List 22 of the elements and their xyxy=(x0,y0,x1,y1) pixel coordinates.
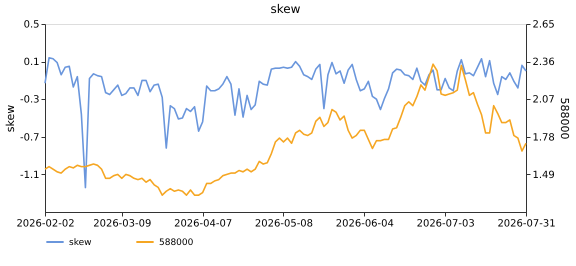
legend-label: 588000 xyxy=(159,238,194,248)
x-tick-label: 2026-06-04 xyxy=(336,218,394,230)
legend-label: skew xyxy=(69,238,92,248)
y-tick-label: -0.7 xyxy=(20,132,40,144)
y2-tick-label: 2.07 xyxy=(532,94,555,106)
x-tick-label: 2026-04-07 xyxy=(174,218,232,230)
chart-title: skew xyxy=(270,2,301,16)
y2-tick-label: 1.49 xyxy=(532,170,555,181)
x-tick-label: 2026-07-03 xyxy=(416,218,475,230)
x-tick-label: 2026-03-09 xyxy=(93,218,152,230)
y2-tick-label: 2.36 xyxy=(532,57,555,68)
y2-tick-label: 1.78 xyxy=(532,132,555,144)
y2-axis-title: 588000 xyxy=(558,98,571,140)
y-tick-label: -0.3 xyxy=(20,94,40,106)
y-tick-label: -1.1 xyxy=(20,170,40,181)
y-tick-label: 0.5 xyxy=(24,20,40,30)
y-axis-title: skew xyxy=(4,104,17,132)
y-tick-label: 0.1 xyxy=(24,57,40,68)
x-tick-label: 2026-02-02 xyxy=(16,218,75,230)
x-tick-label: 2026-07-31 xyxy=(497,218,556,230)
y2-tick-label: 2.65 xyxy=(532,20,555,30)
x-tick-label: 2026-05-08 xyxy=(254,218,314,230)
